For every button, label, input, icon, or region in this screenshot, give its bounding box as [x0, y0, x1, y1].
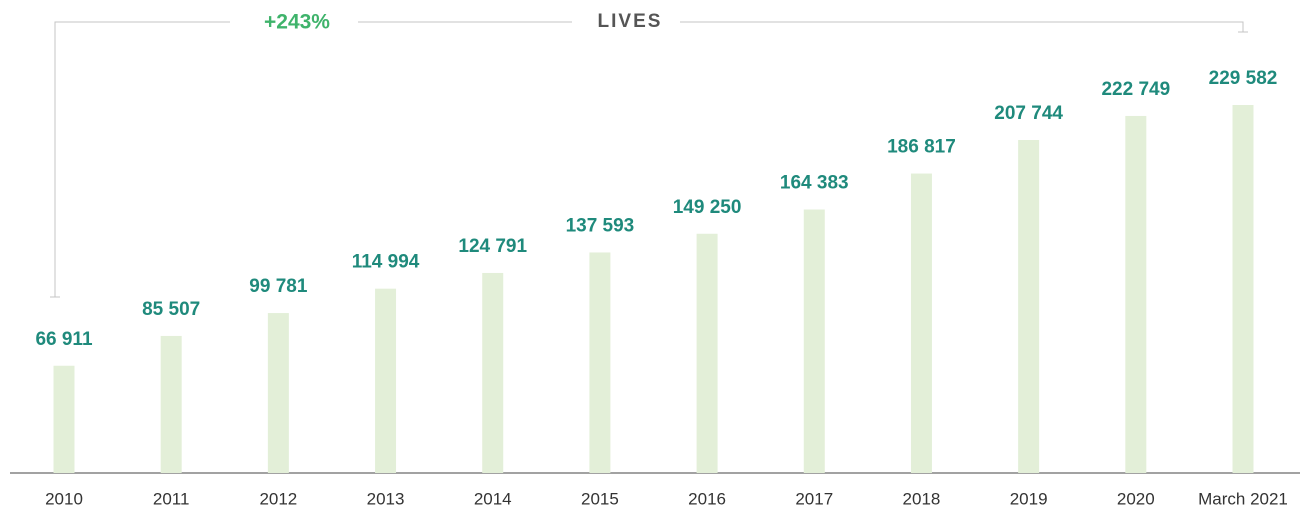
- value-label: 164 383: [780, 173, 849, 194]
- x-tick-label: March 2021: [1198, 489, 1288, 508]
- bar: [696, 233, 718, 473]
- x-tick-label: 2017: [795, 489, 833, 508]
- x-tick-label: 2013: [367, 489, 405, 508]
- x-tick-label: 2010: [45, 489, 83, 508]
- bracket-right: [680, 21, 1244, 32]
- x-tick-label: 2018: [903, 489, 941, 508]
- value-label: 66 911: [35, 329, 92, 350]
- value-label: 207 744: [994, 103, 1063, 124]
- bar: [482, 272, 504, 473]
- value-label: 114 994: [352, 252, 420, 273]
- bar: [1125, 115, 1147, 474]
- bracket: [50, 21, 1248, 298]
- value-label: 124 791: [458, 236, 527, 257]
- annotation: +243%: [264, 11, 330, 34]
- x-tick-label: 2015: [581, 489, 619, 508]
- bar: [53, 365, 75, 473]
- bar: [160, 335, 182, 473]
- x-tick-label: 2020: [1117, 489, 1155, 508]
- x-tick-label: 2016: [688, 489, 726, 508]
- bar: [589, 252, 611, 473]
- x-tick-label: 2012: [259, 489, 297, 508]
- value-label: 137 593: [566, 215, 635, 236]
- bar: [803, 209, 825, 473]
- bracket-left: [54, 21, 230, 297]
- bar: [1232, 105, 1254, 473]
- x-tick-label: 2011: [153, 489, 190, 508]
- value-label: 186 817: [887, 137, 956, 158]
- chart-title: LIVES: [598, 11, 663, 32]
- value-label: 99 781: [249, 276, 308, 297]
- x-tick-label: 2014: [474, 489, 512, 508]
- x-tick-label: 2019: [1010, 489, 1048, 508]
- value-label: 85 507: [142, 299, 200, 320]
- bar: [1018, 140, 1040, 474]
- value-label: 149 250: [673, 197, 742, 218]
- value-label: 222 749: [1101, 79, 1170, 100]
- value-label: 229 582: [1209, 68, 1278, 89]
- bar: [375, 288, 397, 473]
- bar: [910, 173, 932, 473]
- bar: [267, 313, 289, 473]
